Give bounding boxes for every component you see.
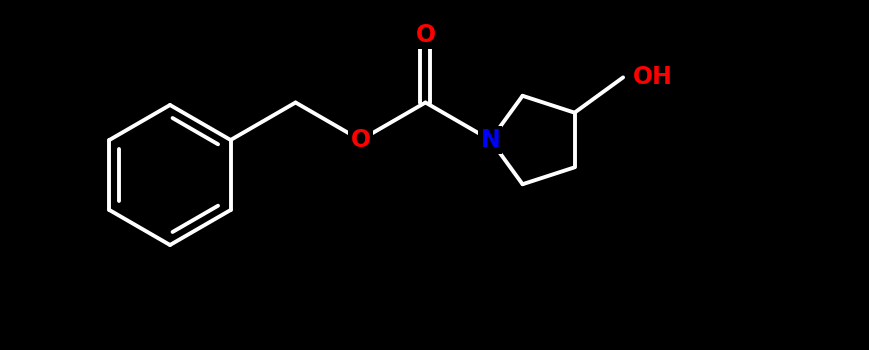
Text: OH: OH — [633, 65, 673, 89]
Text: O: O — [350, 128, 370, 152]
Text: O: O — [415, 23, 435, 47]
Text: N: N — [480, 128, 500, 152]
